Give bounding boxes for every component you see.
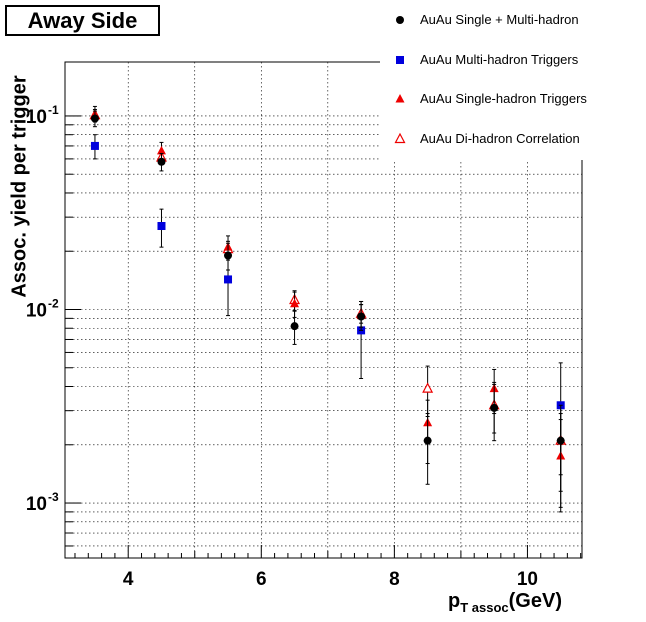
legend-entry: AuAu Multi-hadron Triggers [380, 47, 578, 71]
chart-title: Away Side [5, 5, 160, 36]
y-tick-exponent: -2 [48, 296, 59, 310]
legend-marker-triangle [395, 94, 405, 103]
y-tick-exponent: -3 [48, 490, 59, 504]
data-point [90, 114, 99, 123]
legend-label: AuAu Di-hadron Correlation [420, 130, 580, 146]
x-axis-label: pT assoc(GeV) [448, 590, 562, 615]
data-point [556, 436, 565, 445]
data-point [422, 382, 434, 393]
legend-label: AuAu Multi-hadron Triggers [420, 51, 579, 67]
data-point [157, 157, 166, 166]
x-tick-label: 4 [123, 569, 134, 590]
legend-marker-shape [396, 16, 404, 24]
data-layer [89, 105, 567, 513]
legend-label: AuAu Single-hadron Triggers [420, 90, 587, 106]
grid-layer [65, 62, 582, 558]
data-point [224, 275, 233, 284]
x-tick-label: 6 [256, 569, 267, 590]
y-axis-label: Assoc. yield per trigger [8, 75, 31, 298]
legend-marker-square [396, 56, 404, 64]
data-point [156, 145, 166, 155]
legend-entry: AuAu Single + Multi-hadron [380, 7, 579, 31]
legend-marker-shape [394, 132, 406, 144]
plot-frame [64, 61, 583, 559]
x-tick-label: 8 [389, 569, 400, 590]
data-point [290, 298, 300, 308]
legend-marker-shape [395, 94, 405, 103]
y-tick-label: 10 [26, 494, 47, 515]
legend-label: AuAu Single + Multi-hadron [420, 11, 579, 27]
legend-marker-triangle-open [394, 132, 406, 144]
y-tick-exponent: -1 [48, 103, 59, 117]
x-axis-label-sub: T assoc [460, 600, 509, 615]
data-point [224, 251, 233, 260]
legend-marker-circle [396, 16, 404, 24]
x-tick-label: 10 [517, 569, 538, 590]
data-point [423, 436, 432, 445]
legend-entry: AuAu Di-hadron Correlation [380, 126, 580, 150]
x-axis-label-main: p [448, 590, 461, 612]
data-point [90, 141, 99, 150]
y-tick-label: 10 [26, 107, 47, 128]
y-tick-label: 10 [26, 300, 47, 321]
data-point [357, 312, 366, 321]
legend-entry: AuAu Single-hadron Triggers [380, 86, 587, 110]
x-axis-label-unit: (GeV) [508, 590, 562, 612]
legend: AuAu Single + Multi-hadron AuAu Multi-had… [380, 0, 646, 160]
data-point [157, 222, 166, 231]
data-point [490, 403, 499, 412]
legend-marker-shape [396, 56, 404, 64]
data-point [290, 322, 299, 331]
